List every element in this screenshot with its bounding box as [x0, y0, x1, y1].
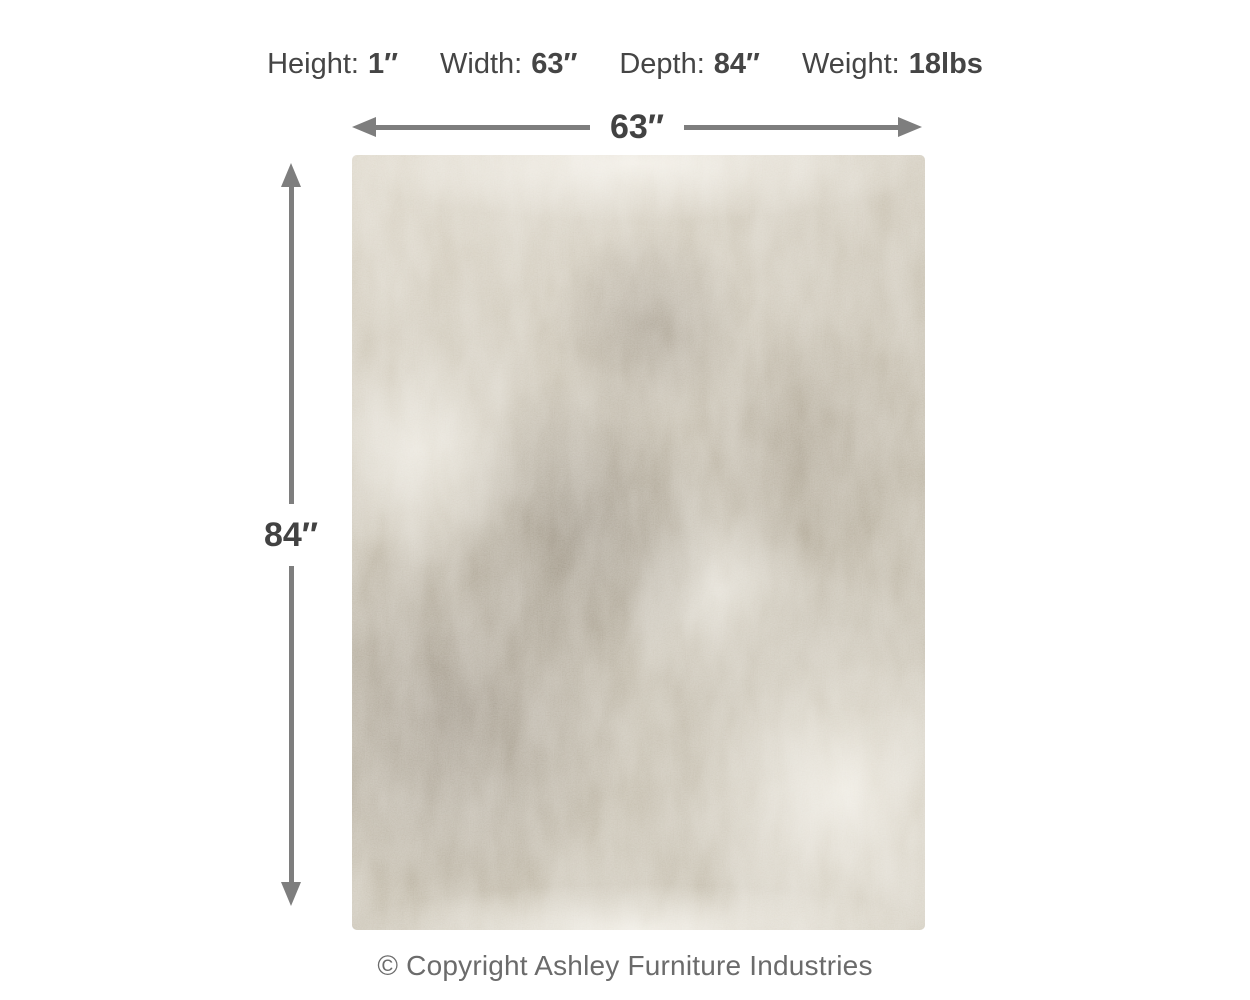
spec-width-label: Width:: [440, 48, 523, 80]
height-dimension-arrow: 84″: [251, 163, 331, 906]
arrow-line: [288, 565, 294, 882]
arrow-line: [376, 124, 590, 130]
spec-depth-label: Depth:: [619, 48, 705, 80]
spec-height-label: Height:: [267, 48, 359, 80]
arrowhead-left-icon: [352, 117, 376, 137]
arrowhead-down-icon: [281, 882, 301, 906]
spec-width: Width: 63″: [440, 48, 577, 81]
spec-height: Height: 1″: [267, 48, 398, 81]
arrow-line: [684, 124, 899, 130]
spec-weight-value: 18lbs: [908, 48, 983, 80]
spec-summary-bar: Height: 1″ Width: 63″ Depth: 84″ Weight:…: [0, 48, 1250, 81]
spec-weight: Weight: 18lbs: [802, 48, 983, 81]
rug-grain-texture: [352, 155, 925, 930]
spec-weight-label: Weight:: [801, 48, 900, 80]
arrowhead-right-icon: [898, 117, 923, 137]
width-dimension-arrow: 63″: [352, 108, 923, 146]
copyright-text: © Copyright Ashley Furniture Industries: [377, 950, 873, 981]
height-dimension-label: 84″: [263, 515, 319, 554]
spec-width-value: 63″: [531, 48, 578, 80]
arrowhead-up-icon: [281, 163, 301, 187]
width-dimension-label: 63″: [609, 108, 665, 146]
spec-depth: Depth: 84″: [619, 48, 760, 81]
spec-height-value: 1″: [367, 48, 398, 80]
spec-depth-value: 84″: [713, 48, 760, 80]
arrow-line: [288, 187, 294, 504]
rug-product-image: [352, 155, 925, 930]
